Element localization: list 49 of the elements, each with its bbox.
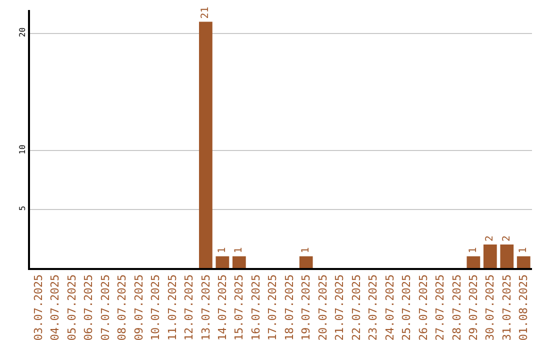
y-tick-label: 5: [18, 206, 27, 211]
data-label: 2: [484, 236, 496, 242]
x-tick-label: 09.07.2025: [132, 274, 146, 340]
x-tick-label: 07.07.2025: [98, 274, 112, 340]
x-tick-label: 06.07.2025: [82, 274, 96, 340]
x-tick-label: 13.07.2025: [199, 274, 212, 340]
bar: [466, 256, 480, 268]
data-label: 1: [518, 247, 530, 254]
x-tick-label: 22.07.2025: [350, 274, 363, 340]
bar: [500, 244, 514, 268]
x-tick-label: 18.07.2025: [282, 274, 296, 340]
data-label: 1: [234, 247, 245, 254]
data-label: 1: [468, 247, 479, 254]
x-tick-label: 17.07.2025: [266, 274, 280, 340]
data-label: 21: [200, 6, 212, 19]
x-tick-label: 31.07.2025: [500, 274, 514, 340]
y-tick-label: 10: [18, 144, 27, 154]
x-tick-label: 15.07.2025: [232, 274, 246, 340]
x-tick-label: 05.07.2025: [65, 274, 78, 340]
data-label: 1: [300, 247, 312, 254]
x-tick-label: 01.08.2025: [517, 274, 530, 340]
bar: [232, 256, 246, 268]
x-tick-label: 11.07.2025: [166, 274, 179, 340]
bar: [516, 256, 530, 268]
x-tick-label: 29.07.2025: [467, 274, 480, 340]
bar: [199, 22, 212, 268]
x-tick-label: 28.07.2025: [450, 274, 464, 340]
data-label: 2: [501, 236, 512, 242]
data-label: 1: [216, 247, 228, 254]
x-tick-label: 26.07.2025: [416, 274, 430, 340]
x-tick-label: 08.07.2025: [116, 274, 129, 340]
x-tick-label: 23.07.2025: [366, 274, 380, 340]
x-tick-label: 24.07.2025: [383, 274, 396, 340]
x-tick-label: 14.07.2025: [216, 274, 230, 340]
x-tick-label: 04.07.2025: [48, 274, 62, 340]
bar: [483, 244, 497, 268]
x-tick-label: 12.07.2025: [182, 274, 196, 340]
x-tick-label: 10.07.2025: [149, 274, 162, 340]
x-tick-label: 19.07.2025: [300, 274, 313, 340]
bar: [216, 256, 230, 268]
x-tick-label: 27.07.2025: [434, 274, 447, 340]
x-tick-label: 20.07.2025: [316, 274, 330, 340]
x-tick-label: 03.07.2025: [32, 274, 45, 340]
x-tick-label: 21.07.2025: [333, 274, 346, 340]
x-tick-label: 30.07.2025: [484, 274, 497, 340]
y-tick-label: 20: [18, 27, 27, 38]
bar: [299, 256, 313, 268]
x-tick-label: 25.07.2025: [400, 274, 414, 340]
x-tick-label: 16.07.2025: [249, 274, 262, 340]
